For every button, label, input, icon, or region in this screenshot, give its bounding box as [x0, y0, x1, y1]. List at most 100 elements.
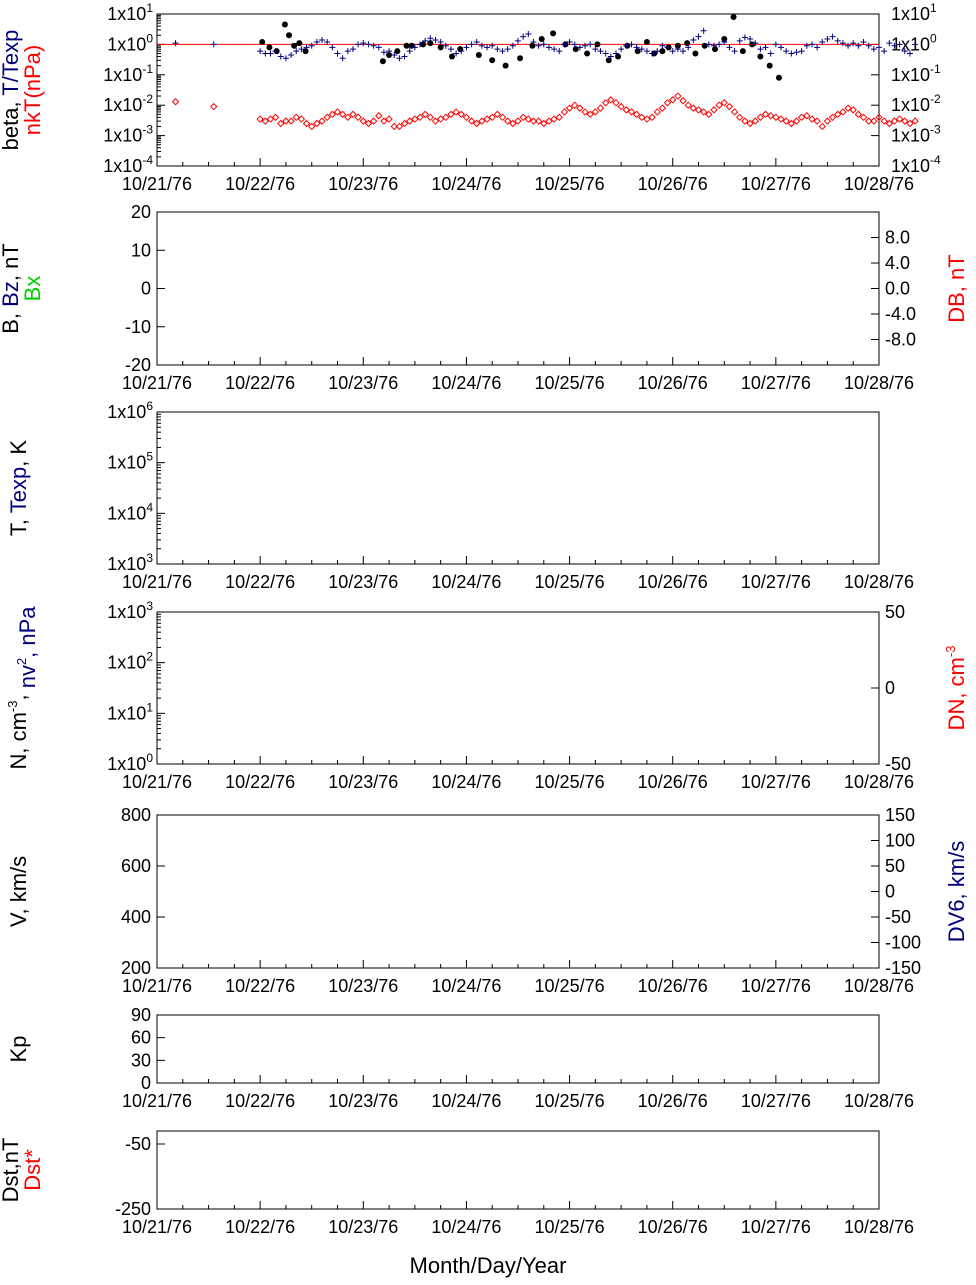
y-axis-label: Dst* — [20, 1149, 45, 1191]
point-texp — [262, 50, 269, 57]
x-tick-label: 10/25/76 — [535, 772, 605, 792]
x-tick-label: 10/25/76 — [535, 976, 605, 996]
point-nkt — [171, 98, 180, 106]
point-nkt — [766, 112, 775, 120]
point-beta — [605, 57, 612, 64]
point-texp — [551, 46, 558, 53]
y-tick-label: 20 — [131, 202, 151, 222]
point-nkt — [442, 113, 450, 122]
panel-frame — [156, 814, 880, 969]
y-tick-label: 60 — [131, 1028, 151, 1048]
point-nkt — [679, 97, 687, 105]
point-nkt — [313, 119, 321, 128]
x-tick-label: 10/26/76 — [638, 976, 708, 996]
point-nkt — [854, 110, 863, 119]
point-nkt — [488, 113, 496, 122]
point-beta — [529, 42, 536, 49]
point-texp — [710, 42, 717, 49]
point-texp — [535, 42, 542, 49]
point-texp — [370, 42, 377, 49]
point-nkt — [601, 99, 610, 107]
point-texp — [654, 48, 661, 55]
point-nkt — [385, 115, 393, 123]
x-tick-label: 10/22/76 — [225, 373, 295, 393]
point-nkt — [359, 117, 367, 125]
point-texp — [705, 41, 712, 48]
point-beta — [615, 53, 622, 60]
y2-tick-label: 1x101 — [891, 1, 937, 24]
point-texp — [406, 48, 413, 55]
x-tick-label: 10/26/76 — [638, 772, 708, 792]
point-nkt — [266, 115, 275, 123]
point-texp — [355, 41, 362, 48]
y-tick-label: 90 — [131, 1005, 151, 1025]
point-nkt — [612, 99, 620, 107]
point-texp — [545, 44, 552, 51]
y-tick-label: 1x104 — [107, 500, 153, 523]
point-nkt — [890, 117, 899, 125]
x-tick-label: 10/28/76 — [844, 174, 914, 194]
point-texp — [865, 42, 872, 49]
point-nkt — [632, 110, 641, 119]
y-tick-label: -250 — [115, 1199, 151, 1219]
point-texp — [721, 38, 728, 45]
y-tick-label: 200 — [121, 958, 151, 978]
point-texp — [499, 48, 506, 55]
x-tick-label: 10/21/76 — [122, 572, 192, 592]
y2-tick-label: 50 — [885, 856, 905, 876]
x-tick-label: 10/27/76 — [741, 373, 811, 393]
point-texp — [556, 48, 563, 55]
point-texp — [736, 37, 743, 44]
point-texp — [695, 33, 702, 40]
y-tick-label: 1x102 — [107, 650, 153, 673]
point-texp — [267, 50, 274, 57]
point-nkt — [627, 108, 636, 116]
panel-frame — [156, 611, 880, 765]
point-beta — [286, 32, 293, 39]
y-tick-label: 1x106 — [107, 399, 153, 422]
point-nkt — [323, 113, 331, 122]
x-tick-label: 10/22/76 — [225, 1217, 295, 1237]
point-nkt — [586, 110, 594, 119]
x-tick-label: 10/27/76 — [741, 976, 811, 996]
x-tick-label: 10/27/76 — [741, 572, 811, 592]
point-texp — [664, 44, 671, 51]
x-axis-label: Month/Day/Year — [409, 1253, 567, 1278]
point-beta — [296, 40, 303, 47]
y2-tick-label: 150 — [885, 805, 915, 825]
point-texp — [458, 48, 465, 55]
y-tick-label: 800 — [121, 805, 151, 825]
point-texp — [561, 41, 568, 48]
point-nkt — [405, 117, 414, 125]
point-nkt — [457, 110, 465, 119]
point-beta — [427, 40, 434, 47]
point-nkt — [885, 119, 894, 128]
point-beta — [674, 42, 681, 49]
x-tick-label: 10/21/76 — [122, 1217, 192, 1237]
y2-tick-label: 50 — [885, 602, 905, 622]
point-beta — [659, 48, 666, 55]
x-tick-label: 10/23/76 — [328, 1091, 398, 1111]
point-nkt — [864, 117, 873, 125]
x-tick-label: 10/25/76 — [535, 174, 605, 194]
x-tick-label: 10/26/76 — [638, 572, 708, 592]
point-texp — [685, 44, 692, 51]
point-beta — [259, 38, 266, 45]
point-beta — [643, 38, 650, 45]
point-beta — [517, 55, 524, 62]
point-nkt — [828, 113, 837, 122]
y-axis-label: beta, T/Texp — [0, 30, 23, 151]
point-beta — [281, 21, 288, 28]
point-texp — [772, 41, 779, 48]
x-tick-label: 10/25/76 — [535, 373, 605, 393]
x-tick-label: 10/22/76 — [225, 976, 295, 996]
point-nkt — [653, 108, 661, 116]
point-texp — [540, 41, 547, 48]
point-nkt — [509, 119, 517, 128]
point-nkt — [390, 122, 398, 131]
point-texp — [912, 41, 919, 48]
point-texp — [210, 41, 217, 48]
point-beta — [701, 42, 708, 49]
point-nkt — [808, 115, 816, 123]
